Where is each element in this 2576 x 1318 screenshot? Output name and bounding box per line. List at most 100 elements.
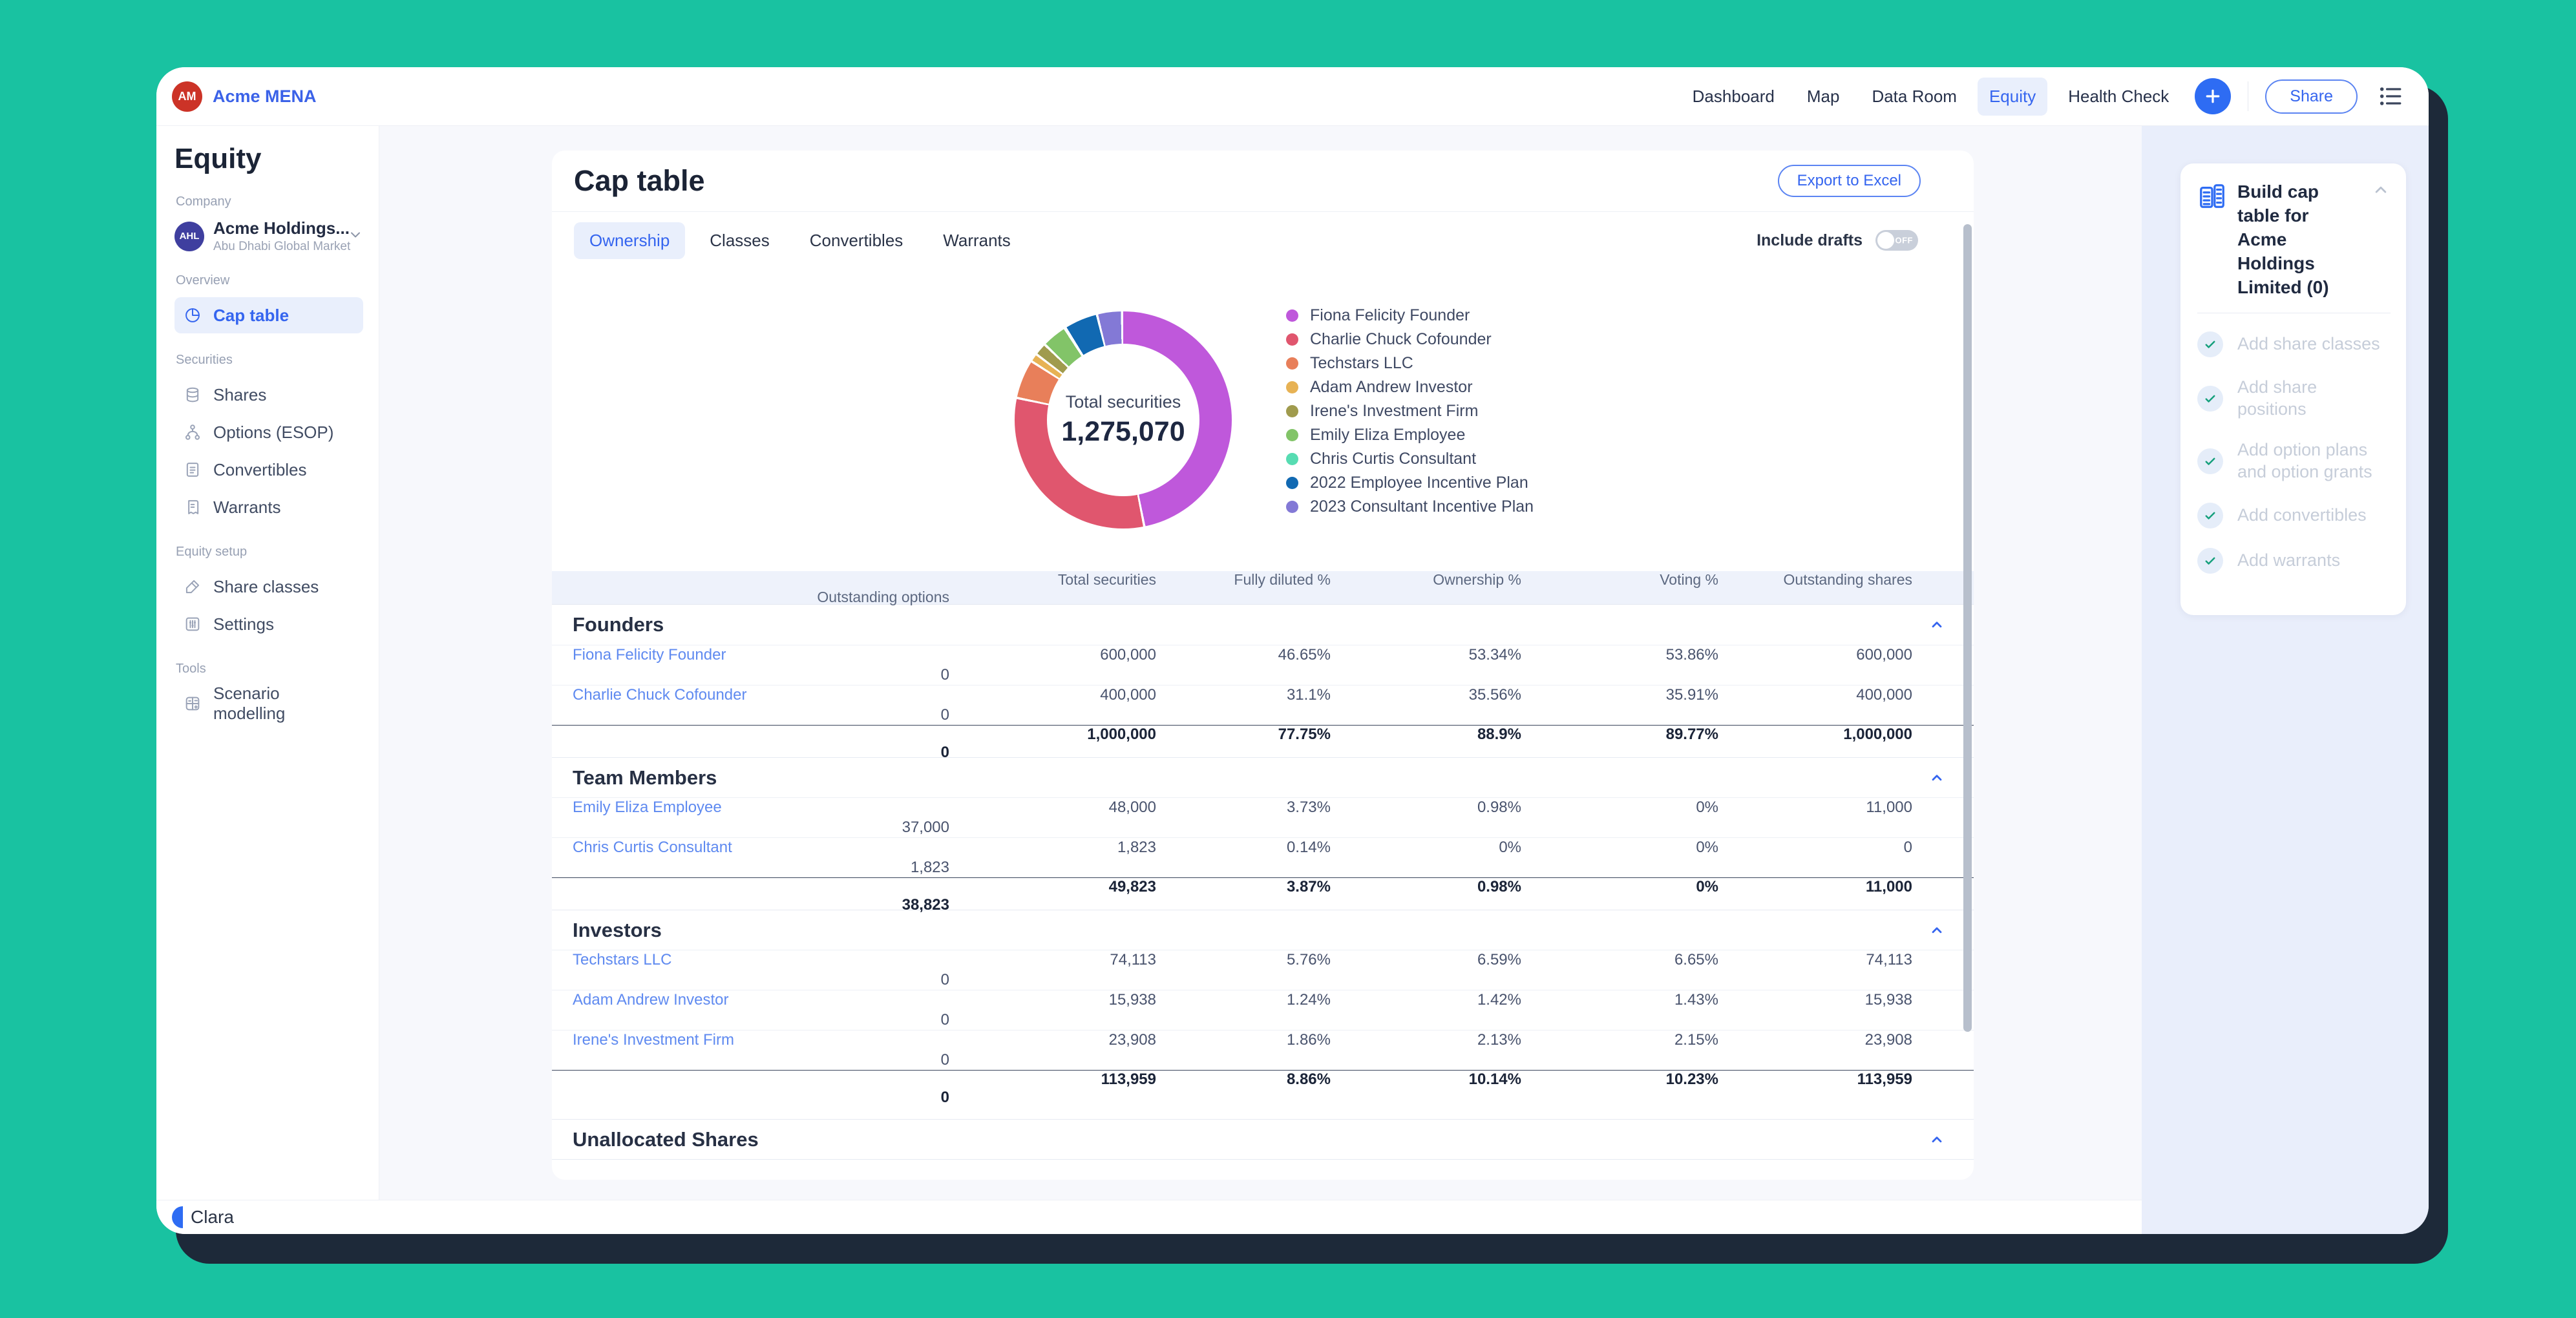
group-title: Investors — [573, 918, 662, 941]
table-cell: 15,938 — [1864, 991, 1912, 1009]
table-cell: 6.65% — [1674, 951, 1718, 969]
sidebar-item-cap-table[interactable]: Cap table — [174, 297, 363, 333]
table-row: Charlie Chuck Cofounder 400,000 31.1% 35.56… — [552, 685, 1974, 725]
legend-label: Irene's Investment Firm — [1310, 402, 1479, 420]
table-scrollbar[interactable] — [1963, 215, 1972, 1176]
checklist-item-label: Add warrants — [2237, 550, 2341, 570]
legend-dot — [1286, 429, 1298, 441]
group-header-investors: Investors — [552, 910, 1974, 950]
menu-list-icon[interactable] — [2377, 82, 2405, 110]
chevron-up-icon[interactable] — [1928, 616, 1945, 633]
chevron-down-icon — [348, 227, 363, 246]
group-header-founders: Founders — [552, 605, 1974, 645]
top-navigation: Dashboard Map Data Room Equity Health Check — [1681, 77, 2181, 116]
subtotal-cell: 0 — [940, 744, 949, 761]
sidebar-sections: Overview Cap table Securities Shares Options… — [174, 273, 363, 723]
share-button[interactable]: Share — [2265, 79, 2358, 114]
sidebar-section-label: Overview — [176, 273, 230, 288]
shareholder-link[interactable]: Adam Andrew Investor — [573, 991, 729, 1009]
shares-icon — [184, 386, 202, 404]
column-header-fully-diluted-: Fully diluted % — [1234, 571, 1331, 588]
checklist-item-label: Add share classes — [2237, 333, 2380, 353]
table-cell: 46.65% — [1278, 646, 1331, 664]
company-section-label: Company — [176, 194, 231, 209]
table-cell: 6.59% — [1477, 951, 1521, 969]
legend-dot — [1286, 309, 1298, 322]
ownership-chart-block: Total securities 1,275,070 Fiona Felicit… — [552, 269, 1974, 571]
table-row: Adam Andrew Investor 15,938 1.24% 1.42% 1.43… — [552, 990, 1974, 1030]
build-cap-table-title: Build cap table for Acme Holdings Limite… — [2237, 182, 2329, 297]
legend-label: 2022 Employee Incentive Plan — [1310, 474, 1528, 492]
table-cell: 1.43% — [1674, 991, 1718, 1009]
shareholder-link[interactable]: Irene's Investment Firm — [573, 1031, 734, 1049]
subtotal-cell: 1,000,000 — [1843, 726, 1912, 743]
legend-label: Adam Andrew Investor — [1310, 378, 1473, 396]
group-header-team-members: Team Members — [552, 757, 1974, 797]
subtotal-cell: 49,823 — [1108, 878, 1156, 895]
table-cell: 600,000 — [1856, 646, 1912, 664]
table-cell: 74,113 — [1866, 951, 1912, 969]
sidebar-item-scenario-modelling[interactable]: Scenario modelling — [174, 684, 363, 723]
subtotal-cell: 113,959 — [1101, 1071, 1156, 1088]
checklist-item: Add option plans and option grants — [2197, 439, 2391, 483]
nav-item-data-room[interactable]: Data Room — [1872, 86, 1957, 106]
subtotal-cell: 1,000,000 — [1087, 726, 1156, 743]
assistant-panel: Build cap table for Acme Holdings Limite… — [2142, 126, 2429, 1234]
collapse-chevron-icon[interactable] — [2371, 180, 2391, 203]
donut-center-value: 1,275,070 — [1061, 416, 1185, 447]
include-drafts-toggle[interactable]: OFF — [1875, 230, 1918, 251]
left-column: Equity Company AHL Acme Holdings... Abu … — [156, 126, 2142, 1234]
settings-icon — [184, 615, 202, 633]
brand-avatar: AM — [172, 81, 202, 112]
sidebar-item-warrants[interactable]: Warrants — [174, 489, 363, 525]
group-subtotal-row: 1,000,000 77.75% 88.9% 89.77% 1,000,000 0 — [552, 725, 1974, 761]
sidebar-item-label: Scenario modelling — [213, 684, 286, 723]
legend-item: Irene's Investment Firm — [1286, 399, 1534, 423]
scrollbar-thumb[interactable] — [1963, 224, 1972, 1032]
pie-chart-icon — [184, 306, 202, 324]
sidebar-item-settings[interactable]: Settings — [174, 606, 363, 642]
chevron-up-icon[interactable] — [1928, 1131, 1945, 1148]
window-body: Equity Company AHL Acme Holdings... Abu … — [156, 126, 2429, 1234]
legend-dot — [1286, 357, 1298, 370]
share-classes-icon — [184, 578, 202, 596]
shareholder-link[interactable]: Emily Eliza Employee — [573, 799, 722, 817]
sidebar-item-options-esop-[interactable]: Options (ESOP) — [174, 414, 363, 450]
legend-dot — [1286, 477, 1298, 489]
chevron-up-icon[interactable] — [1928, 769, 1945, 786]
nav-item-dashboard[interactable]: Dashboard — [1692, 86, 1775, 106]
plus-icon — [2206, 89, 2220, 103]
company-selector[interactable]: AHL Acme Holdings... Abu Dhabi Global Ma… — [174, 218, 363, 254]
tab-classes[interactable]: Classes — [710, 230, 770, 250]
chevron-up-icon[interactable] — [1928, 922, 1945, 939]
sidebar-section-label: Tools — [176, 662, 206, 676]
shareholder-link[interactable]: Fiona Felicity Founder — [573, 646, 726, 664]
sidebar-item-label: Settings — [213, 614, 274, 634]
sidebar-item-shares[interactable]: Shares — [174, 377, 363, 413]
nav-item-map[interactable]: Map — [1806, 86, 1840, 106]
table-cell: 1,823 — [910, 858, 949, 876]
export-to-excel-button[interactable]: Export to Excel — [1777, 165, 1921, 197]
nav-item-equity[interactable]: Equity — [1977, 77, 2048, 116]
check-icon — [2197, 547, 2223, 574]
shareholder-link[interactable]: Charlie Chuck Cofounder — [573, 686, 747, 704]
table-cell: 0 — [940, 1010, 949, 1029]
add-button[interactable] — [2195, 78, 2232, 114]
sidebar-item-convertibles[interactable]: Convertibles — [174, 452, 363, 488]
group-title: Founders — [573, 613, 664, 636]
shareholder-link[interactable]: Chris Curtis Consultant — [573, 839, 732, 857]
tab-convertibles[interactable]: Convertibles — [809, 230, 903, 250]
card-title-row: Cap table Export to Excel — [552, 151, 1974, 212]
donut-center: Total securities 1,275,070 — [1047, 344, 1199, 496]
legend-label: Techstars LLC — [1310, 354, 1413, 372]
legend-item: Emily Eliza Employee — [1286, 423, 1534, 447]
sidebar-item-label: Cap table — [213, 305, 290, 325]
shareholder-link[interactable]: Techstars LLC — [573, 951, 672, 969]
group-subtotal-row: 113,959 8.86% 10.14% 10.23% 113,959 0 — [552, 1070, 1974, 1106]
tab-ownership[interactable]: Ownership — [574, 222, 686, 259]
nav-item-health-check[interactable]: Health Check — [2068, 86, 2170, 106]
table-cell: 2.13% — [1477, 1031, 1521, 1049]
sidebar-item-share-classes[interactable]: Share classes — [174, 569, 363, 605]
tab-warrants[interactable]: Warrants — [943, 230, 1011, 250]
